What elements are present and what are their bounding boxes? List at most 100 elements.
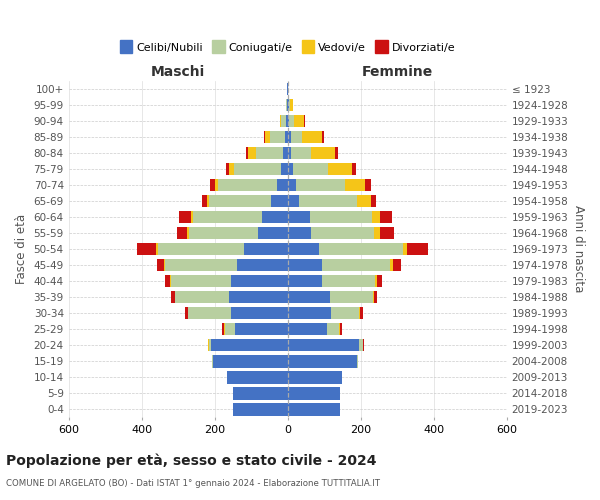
Bar <box>281 114 286 127</box>
Bar <box>283 146 287 159</box>
Bar <box>157 259 164 272</box>
Bar <box>287 211 310 224</box>
Bar <box>359 339 362 351</box>
Bar <box>236 259 287 272</box>
Bar <box>373 291 374 304</box>
Bar <box>218 179 277 192</box>
Bar <box>293 114 304 127</box>
Bar <box>289 98 290 111</box>
Bar <box>374 291 377 304</box>
Bar <box>322 130 324 143</box>
Bar <box>287 259 322 272</box>
Bar <box>311 146 335 159</box>
Bar <box>270 130 285 143</box>
Bar <box>166 259 236 272</box>
Bar <box>357 355 358 368</box>
Text: Popolazione per età, sesso e stato civile - 2024: Popolazione per età, sesso e stato civil… <box>6 454 377 468</box>
Bar <box>229 162 233 175</box>
Bar <box>319 243 403 256</box>
Bar <box>302 130 322 143</box>
Bar <box>380 227 394 239</box>
Bar <box>287 307 331 320</box>
Bar <box>287 355 357 368</box>
Bar <box>188 307 231 320</box>
Bar <box>311 227 374 239</box>
Bar <box>373 211 380 224</box>
Bar <box>211 179 215 192</box>
Bar <box>166 275 170 287</box>
Bar <box>209 339 211 351</box>
Bar <box>175 291 229 304</box>
Bar <box>233 387 287 400</box>
Bar <box>287 114 289 127</box>
Bar <box>335 146 338 159</box>
Bar <box>331 307 359 320</box>
Bar <box>380 211 392 224</box>
Bar <box>287 291 329 304</box>
Text: Femmine: Femmine <box>362 65 433 79</box>
Bar <box>339 323 340 336</box>
Bar <box>287 146 292 159</box>
Bar <box>310 211 373 224</box>
Bar <box>231 275 287 287</box>
Bar <box>213 355 287 368</box>
Bar <box>327 323 339 336</box>
Bar <box>287 162 293 175</box>
Bar <box>187 227 189 239</box>
Bar <box>263 130 265 143</box>
Bar <box>359 307 360 320</box>
Bar <box>292 146 311 159</box>
Text: COMUNE DI ARGELATO (BO) - Dati ISTAT 1° gennaio 2024 - Elaborazione TUTTITALIA.I: COMUNE DI ARGELATO (BO) - Dati ISTAT 1° … <box>6 479 380 488</box>
Bar <box>137 243 156 256</box>
Bar <box>248 146 256 159</box>
Bar <box>179 211 191 224</box>
Bar <box>287 243 319 256</box>
Bar <box>363 339 364 351</box>
Bar <box>158 243 244 256</box>
Bar <box>287 371 343 384</box>
Bar <box>285 130 287 143</box>
Bar <box>208 339 209 351</box>
Bar <box>212 355 213 368</box>
Bar <box>235 323 287 336</box>
Bar <box>290 130 302 143</box>
Bar <box>286 114 287 127</box>
Bar <box>403 243 407 256</box>
Bar <box>287 387 340 400</box>
Bar <box>281 162 287 175</box>
Bar <box>209 195 271 207</box>
Bar <box>340 323 342 336</box>
Bar <box>156 243 158 256</box>
Bar <box>299 195 357 207</box>
Bar <box>256 146 283 159</box>
Bar <box>290 98 293 111</box>
Bar <box>287 130 290 143</box>
Bar <box>357 195 371 207</box>
Bar <box>289 114 293 127</box>
Bar <box>229 291 287 304</box>
Bar <box>352 162 356 175</box>
Bar <box>185 307 188 320</box>
Bar <box>328 162 352 175</box>
Bar <box>407 243 428 256</box>
Bar <box>233 403 287 415</box>
Bar <box>202 195 208 207</box>
Bar <box>191 211 193 224</box>
Bar <box>393 259 401 272</box>
Bar <box>171 291 175 304</box>
Bar <box>371 195 376 207</box>
Bar <box>293 162 328 175</box>
Bar <box>365 179 371 192</box>
Y-axis label: Fasce di età: Fasce di età <box>15 214 28 284</box>
Bar <box>244 243 287 256</box>
Bar <box>262 211 287 224</box>
Bar <box>296 179 345 192</box>
Bar <box>208 195 209 207</box>
Bar <box>189 227 259 239</box>
Bar <box>193 211 262 224</box>
Bar <box>360 307 363 320</box>
Bar <box>286 98 287 111</box>
Bar <box>227 371 287 384</box>
Bar <box>277 179 287 192</box>
Bar <box>233 162 281 175</box>
